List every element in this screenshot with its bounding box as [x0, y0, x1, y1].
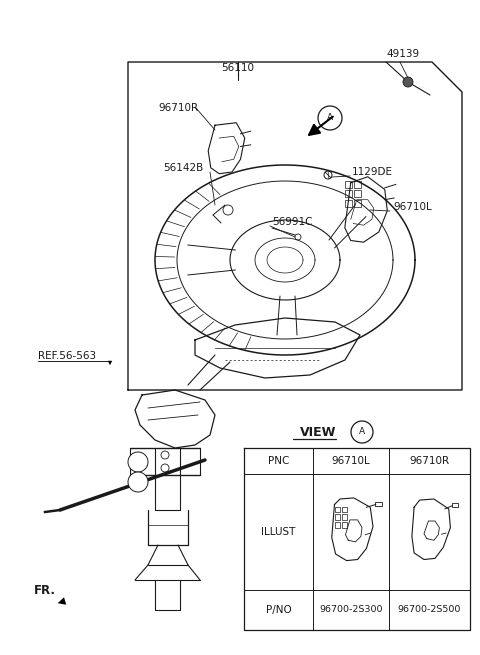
- Circle shape: [324, 171, 332, 179]
- Polygon shape: [332, 498, 373, 561]
- Text: VIEW: VIEW: [300, 426, 336, 438]
- Text: 96710L: 96710L: [393, 202, 432, 212]
- Bar: [354, 181, 361, 188]
- Bar: [335, 507, 340, 512]
- Text: A: A: [327, 113, 333, 122]
- Text: REF.56-563: REF.56-563: [38, 351, 96, 361]
- Circle shape: [128, 452, 148, 472]
- Text: P/NO: P/NO: [265, 605, 291, 615]
- Circle shape: [128, 472, 148, 492]
- Bar: [354, 191, 361, 197]
- Circle shape: [318, 106, 342, 130]
- Text: 96710R: 96710R: [158, 103, 198, 113]
- Circle shape: [161, 464, 169, 472]
- Text: 49139: 49139: [386, 49, 419, 59]
- Text: FR.: FR.: [34, 584, 56, 597]
- Bar: [342, 522, 347, 527]
- Polygon shape: [135, 390, 215, 448]
- Text: 96700-2S500: 96700-2S500: [398, 605, 461, 614]
- Circle shape: [295, 234, 301, 240]
- Text: 1129DE: 1129DE: [352, 167, 393, 177]
- Bar: [342, 514, 347, 520]
- Text: 96710R: 96710R: [409, 456, 450, 466]
- Bar: [342, 507, 347, 512]
- Bar: [345, 191, 351, 197]
- Text: 56110: 56110: [221, 63, 254, 73]
- Text: 56991C: 56991C: [272, 217, 312, 227]
- Text: 96700-2S300: 96700-2S300: [319, 605, 383, 614]
- Text: PNC: PNC: [268, 456, 289, 466]
- Circle shape: [403, 77, 413, 87]
- Bar: [452, 504, 457, 507]
- Circle shape: [161, 451, 169, 459]
- Bar: [345, 181, 351, 188]
- Text: A: A: [359, 428, 365, 436]
- Polygon shape: [412, 499, 450, 559]
- Text: 56142B: 56142B: [163, 163, 203, 173]
- Bar: [335, 514, 340, 520]
- Circle shape: [351, 421, 373, 443]
- Polygon shape: [195, 318, 360, 378]
- Bar: [375, 502, 382, 506]
- Bar: [345, 200, 351, 206]
- Circle shape: [223, 205, 233, 215]
- Bar: [354, 200, 361, 206]
- Text: ILLUST: ILLUST: [261, 527, 296, 537]
- Text: 96710L: 96710L: [332, 456, 371, 466]
- Bar: [335, 522, 340, 527]
